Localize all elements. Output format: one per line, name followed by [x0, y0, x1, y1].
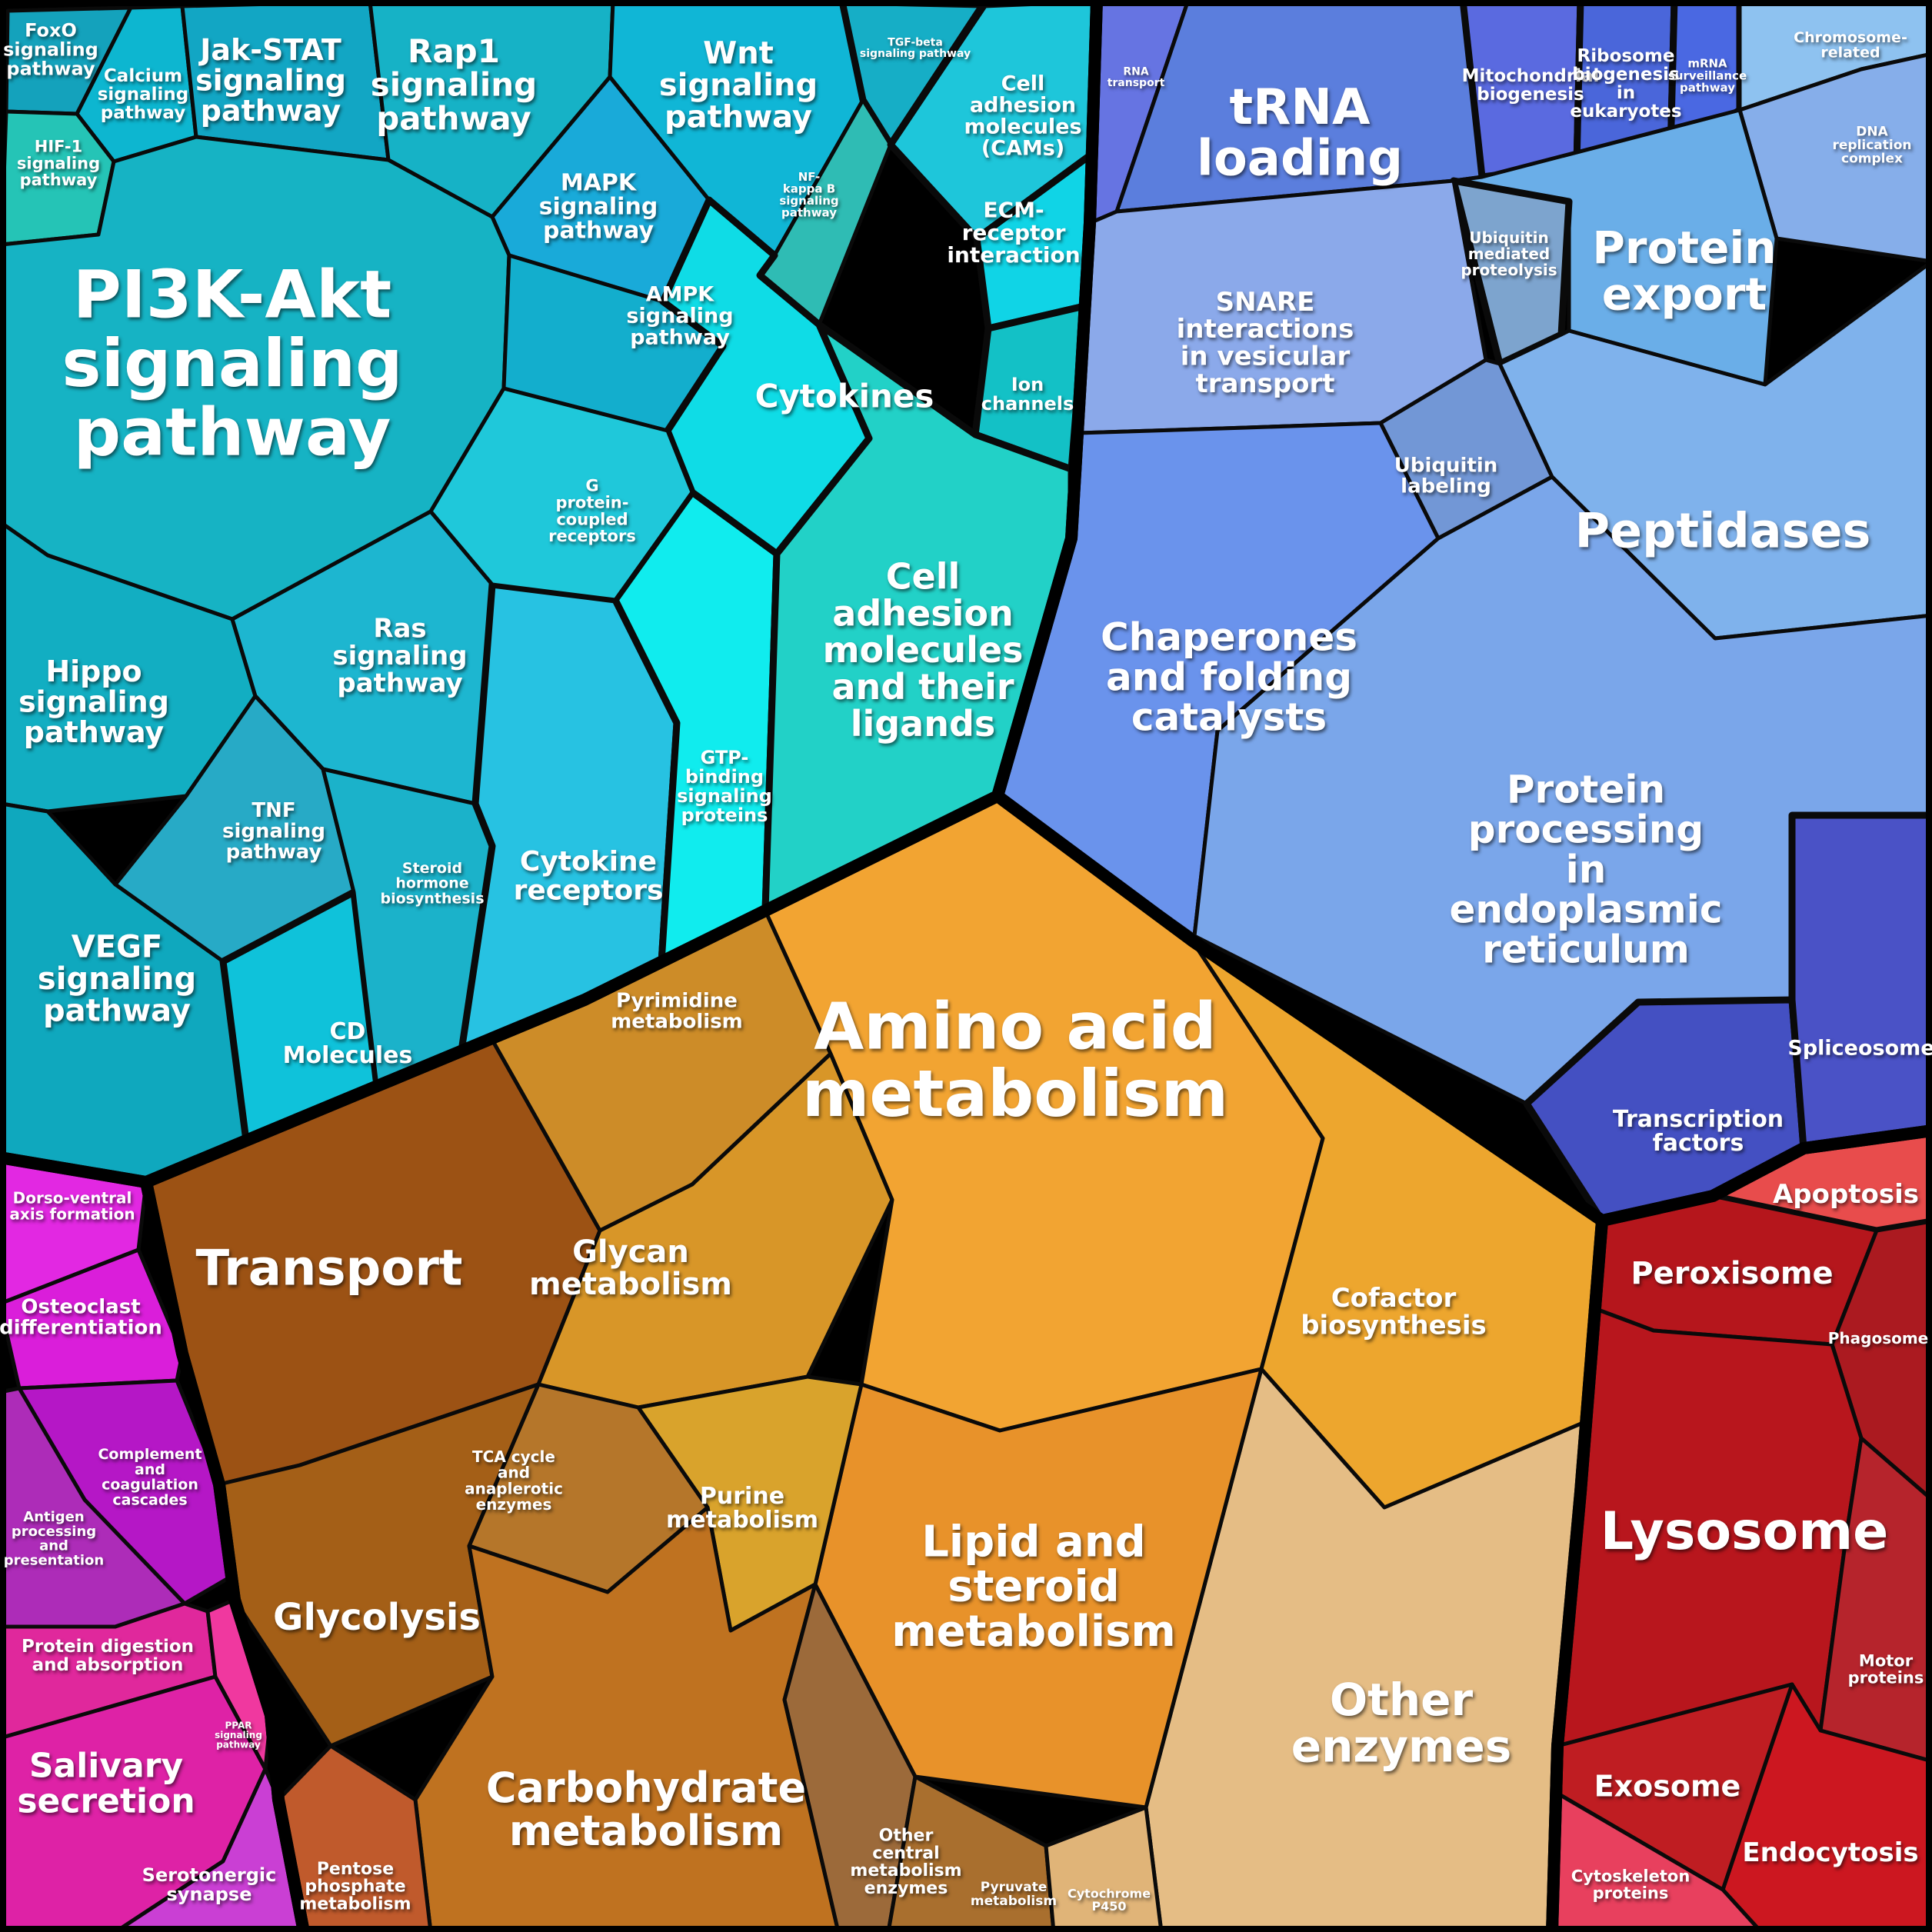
label-jakstat: Jak-STAT signaling pathway — [195, 33, 346, 128]
label-chaperones: Chaperones and folding catalysts — [1101, 615, 1357, 740]
label-otherenz: Other enzymes — [1291, 1674, 1512, 1772]
label-hippo: Hippo signaling pathway — [18, 655, 169, 749]
label-camlig: Cell adhesion molecules and their ligands — [823, 555, 1024, 744]
label-tnf: TNF signaling pathway — [222, 799, 325, 864]
label-ocme: Other central metabolism enzymes — [850, 1826, 961, 1898]
label-cyp450: Cytochrome P450 — [1068, 1886, 1151, 1914]
label-foxo: FoxO signaling pathway — [3, 19, 98, 79]
label-steroid: Steroid hormone biosynthesis — [380, 860, 484, 908]
label-trnaloading: tRNA loading — [1197, 79, 1403, 188]
label-hif1: HIF-1 signaling pathway — [17, 138, 100, 190]
label-ppar: PPAR signaling pathway — [215, 1720, 262, 1750]
label-cofactor: Cofactor biosynthesis — [1301, 1283, 1487, 1341]
label-protdig: Protein digestion and absorption — [22, 1637, 194, 1675]
label-carbmet: Carbohydrate metabolism — [486, 1764, 806, 1855]
cell-spliceosome[interactable] — [1788, 811, 1932, 1152]
label-peptidases: Peptidases — [1575, 503, 1871, 559]
label-spliceosome: Spliceosome — [1787, 1036, 1932, 1060]
label-cytokines: Cytokines — [755, 378, 934, 415]
label-pi3k: PI3K-Akt signaling pathway — [62, 257, 402, 471]
label-vegf: VEGF signaling pathway — [38, 929, 196, 1028]
label-complement: Complement and coagulation cascades — [98, 1446, 202, 1508]
label-antigen: Antigen processing and presentation — [4, 1509, 104, 1568]
label-peroxisome: Peroxisome — [1631, 1256, 1833, 1291]
label-lipid: Lipid and steroid metabolism — [891, 1517, 1176, 1656]
label-ras: Ras signaling pathway — [332, 614, 467, 699]
label-cytoskeleton: Cytoskeleton proteins — [1571, 1867, 1690, 1902]
label-pyruvate: Pyruvate metabolism — [971, 1880, 1057, 1909]
label-ubiqlabel: Ubiquitin labeling — [1394, 455, 1498, 498]
label-mitobio: Mitochondrial biogenesis — [1462, 66, 1600, 105]
label-endocytosis: Endocytosis — [1742, 1837, 1918, 1868]
label-ecm: ECM-receptor interaction — [947, 198, 1080, 268]
label-glycanmet: Glycan metabolism — [529, 1234, 732, 1302]
label-phagosome: Phagosome — [1828, 1329, 1929, 1347]
label-motor: Motor proteins — [1848, 1651, 1924, 1687]
label-wnt: Wnt signaling pathway — [659, 35, 818, 135]
label-ribobio: Ribosome biogenesis in eukaryotes — [1570, 46, 1681, 122]
label-dorsoventral: Dorso-ventral axis formation — [9, 1189, 135, 1224]
label-osteoclast: Osteoclast differentiation — [0, 1296, 162, 1340]
label-pentose: Pentose phosphate metabolism — [299, 1860, 411, 1914]
label-ubiqprot: Ubiquitin mediated proteolysis — [1461, 228, 1557, 279]
label-txnfactors: Transcription factors — [1613, 1106, 1784, 1157]
label-mapk: MAPK signaling pathway — [539, 169, 658, 244]
label-purine: Purine metabolism — [666, 1483, 818, 1534]
labels-layer: FoxO signaling pathway Calcium signaling path… — [0, 19, 1932, 1914]
label-tca: TCA cycle and anaplerotic enzymes — [465, 1447, 563, 1514]
label-transport: Transport — [196, 1240, 463, 1297]
label-lysosome: Lysosome — [1601, 1501, 1888, 1562]
label-ion: Ion channels — [981, 374, 1074, 415]
label-glycolysis: Glycolysis — [273, 1596, 481, 1639]
label-chromrel: Chromosome-related — [1794, 29, 1907, 62]
label-gtp: GTP-binding signaling proteins — [677, 747, 772, 826]
label-cytrec: Cytokine receptors — [514, 846, 664, 906]
label-protproc: Protein processing in endoplasmic reticulum — [1450, 768, 1723, 972]
label-rnatransport: RNA transport — [1108, 66, 1165, 90]
label-exosome: Exosome — [1594, 1769, 1741, 1803]
label-cams: Cell adhesion molecules (CAMs) — [964, 72, 1081, 160]
label-tgfb: TGF-beta signaling pathway — [860, 37, 971, 61]
label-snare: SNARE interactions in vesicular transport — [1177, 287, 1354, 399]
label-mrnasurv: mRNA surveillance pathway — [1668, 57, 1747, 95]
label-apoptosis: Apoptosis — [1773, 1179, 1919, 1210]
label-serotonergic: Serotonergic synapse — [142, 1864, 277, 1905]
label-dnarepl: DNA replication complex — [1832, 124, 1911, 166]
label-cdmol: CD Molecules — [283, 1018, 413, 1069]
label-protexport: Protein export — [1592, 222, 1776, 320]
label-rap1: Rap1 signaling pathway — [371, 32, 537, 137]
label-calcium: Calcium signaling pathway — [98, 66, 189, 123]
label-pyrimidine: Pyrimidine metabolism — [611, 990, 743, 1034]
label-aminoacid: Amino acid metabolism — [802, 989, 1228, 1131]
label-ampk: AMPK signaling pathway — [626, 282, 733, 349]
label-salivary: Salivary secretion — [17, 1747, 195, 1821]
